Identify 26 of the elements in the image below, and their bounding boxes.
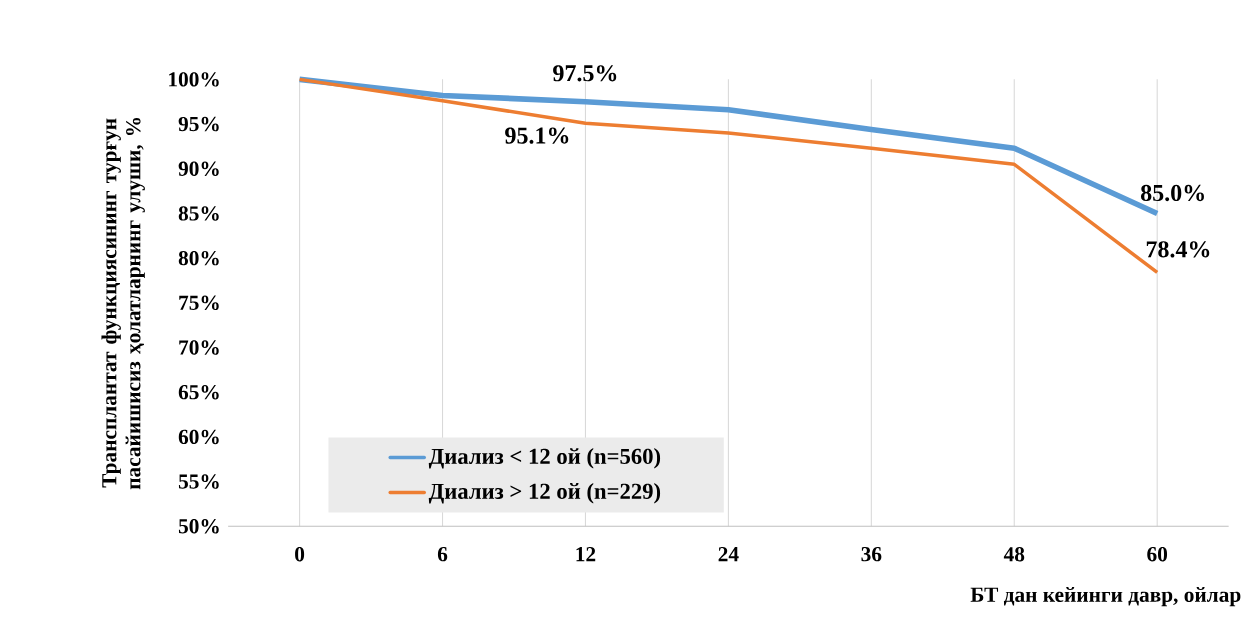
x-tick-label: 6 <box>437 546 448 562</box>
y-tick-label: 85% <box>178 206 219 221</box>
data-label: 97.5% <box>553 64 617 82</box>
y-tick-label: 50% <box>178 518 219 534</box>
x-tick-label: 48 <box>1003 546 1025 562</box>
y-tick-label: 70% <box>179 340 219 355</box>
y-tick-label: 80% <box>178 250 219 266</box>
legend-label: Диализ < 12 ой (n=560) <box>428 447 661 469</box>
x-tick-label: 12 <box>576 546 596 561</box>
x-axis-title: БТ дан кейинги давр, ойлар <box>970 586 1241 607</box>
y-tick-label: 55% <box>178 474 219 489</box>
x-tick-label: 24 <box>718 546 739 561</box>
data-label: 85.0% <box>1140 184 1204 202</box>
data-label: 78.4% <box>1146 241 1210 258</box>
y-tick-label: 75% <box>179 295 219 310</box>
y-tick-label: 95% <box>178 116 219 132</box>
x-tick-label: 60 <box>1147 546 1168 562</box>
x-tick-label: 36 <box>861 546 882 562</box>
y-axis-title: Трансплантат функциясининг турғун пасайишисиз ҳолатларнинг улуши, % <box>101 117 145 490</box>
x-tick-label: 0 <box>295 546 305 562</box>
y-tick-label: 65% <box>178 384 219 400</box>
y-tick-label: 90% <box>178 161 219 176</box>
data-label: 95.1% <box>505 127 569 144</box>
legend-label: Диализ > 12 ой (n=229) <box>428 482 661 504</box>
y-tick-label: 60% <box>178 429 219 444</box>
y-tick-label: 100% <box>169 71 219 87</box>
